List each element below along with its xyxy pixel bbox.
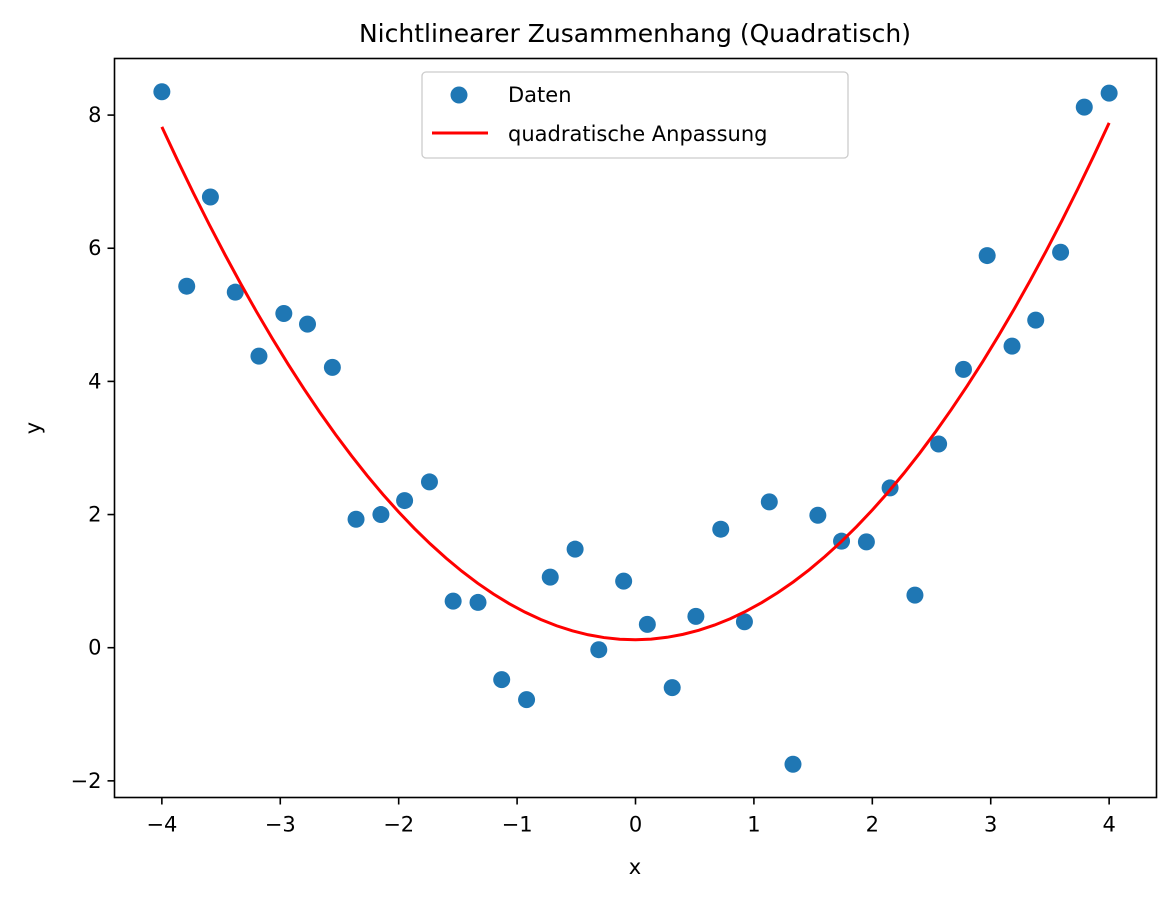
data-point (226, 283, 244, 301)
data-point (469, 593, 487, 611)
data-point (178, 277, 196, 295)
y-tick-label: 6 (88, 236, 101, 260)
data-point (250, 347, 268, 365)
data-point (299, 315, 317, 333)
x-tick-label: 3 (984, 813, 997, 837)
data-point (347, 510, 365, 528)
y-tick-label: −2 (71, 769, 102, 793)
data-point (1052, 243, 1070, 261)
x-tick-label: −1 (502, 813, 533, 837)
data-point (857, 533, 875, 551)
x-axis-label: x (629, 855, 641, 879)
data-point (809, 506, 827, 524)
x-tick-label: 0 (629, 813, 642, 837)
data-point (663, 679, 681, 697)
fit-line (160, 122, 1111, 642)
data-point (396, 492, 414, 510)
x-tick-label: 1 (747, 813, 760, 837)
data-point (638, 615, 656, 633)
y-axis-label: y (21, 422, 45, 434)
data-point (420, 473, 438, 491)
data-point (930, 435, 948, 453)
data-point (566, 540, 584, 558)
data-point (687, 607, 705, 625)
legend-label-daten: Daten (508, 83, 572, 107)
legend-marker-daten (450, 86, 468, 104)
data-point (784, 755, 802, 773)
data-point (323, 358, 341, 376)
data-point (518, 691, 536, 709)
legend: Daten quadratische Anpassung (421, 71, 849, 159)
data-point (978, 247, 996, 265)
y-tick-label: 4 (88, 369, 101, 393)
axis-ticks: −4 −3 −2 −1 0 1 2 3 4 −2 0 2 4 6 8 (71, 103, 1116, 836)
x-tick-label: −4 (146, 813, 177, 837)
y-tick-label: 2 (88, 503, 101, 527)
legend-box (421, 71, 849, 159)
chart-title: Nichtlinearer Zusammenhang (Quadratisch) (359, 19, 911, 48)
data-point (444, 592, 462, 610)
legend-label-anpassung: quadratische Anpassung (508, 122, 768, 146)
x-tick-label: 2 (866, 813, 879, 837)
data-point (590, 641, 608, 659)
y-tick-label: 8 (88, 103, 101, 127)
x-tick-label: −2 (383, 813, 414, 837)
y-tick-label: 0 (88, 636, 101, 660)
x-tick-label: −3 (265, 813, 296, 837)
data-point (712, 520, 730, 538)
data-point (493, 671, 511, 689)
data-point (906, 586, 924, 604)
data-point (954, 360, 972, 378)
data-point (735, 613, 753, 631)
data-point (1003, 337, 1021, 355)
data-point (615, 572, 633, 590)
x-tick-label: 4 (1102, 813, 1115, 837)
data-point (760, 493, 778, 511)
data-point (1075, 98, 1093, 116)
data-point (1100, 84, 1118, 102)
data-point (1027, 311, 1045, 329)
data-point (201, 188, 219, 206)
data-point (372, 506, 390, 524)
data-point (153, 83, 171, 101)
axes-frame (113, 57, 1158, 799)
plot-area (153, 83, 1118, 773)
data-point (541, 568, 559, 586)
data-point (275, 304, 293, 322)
